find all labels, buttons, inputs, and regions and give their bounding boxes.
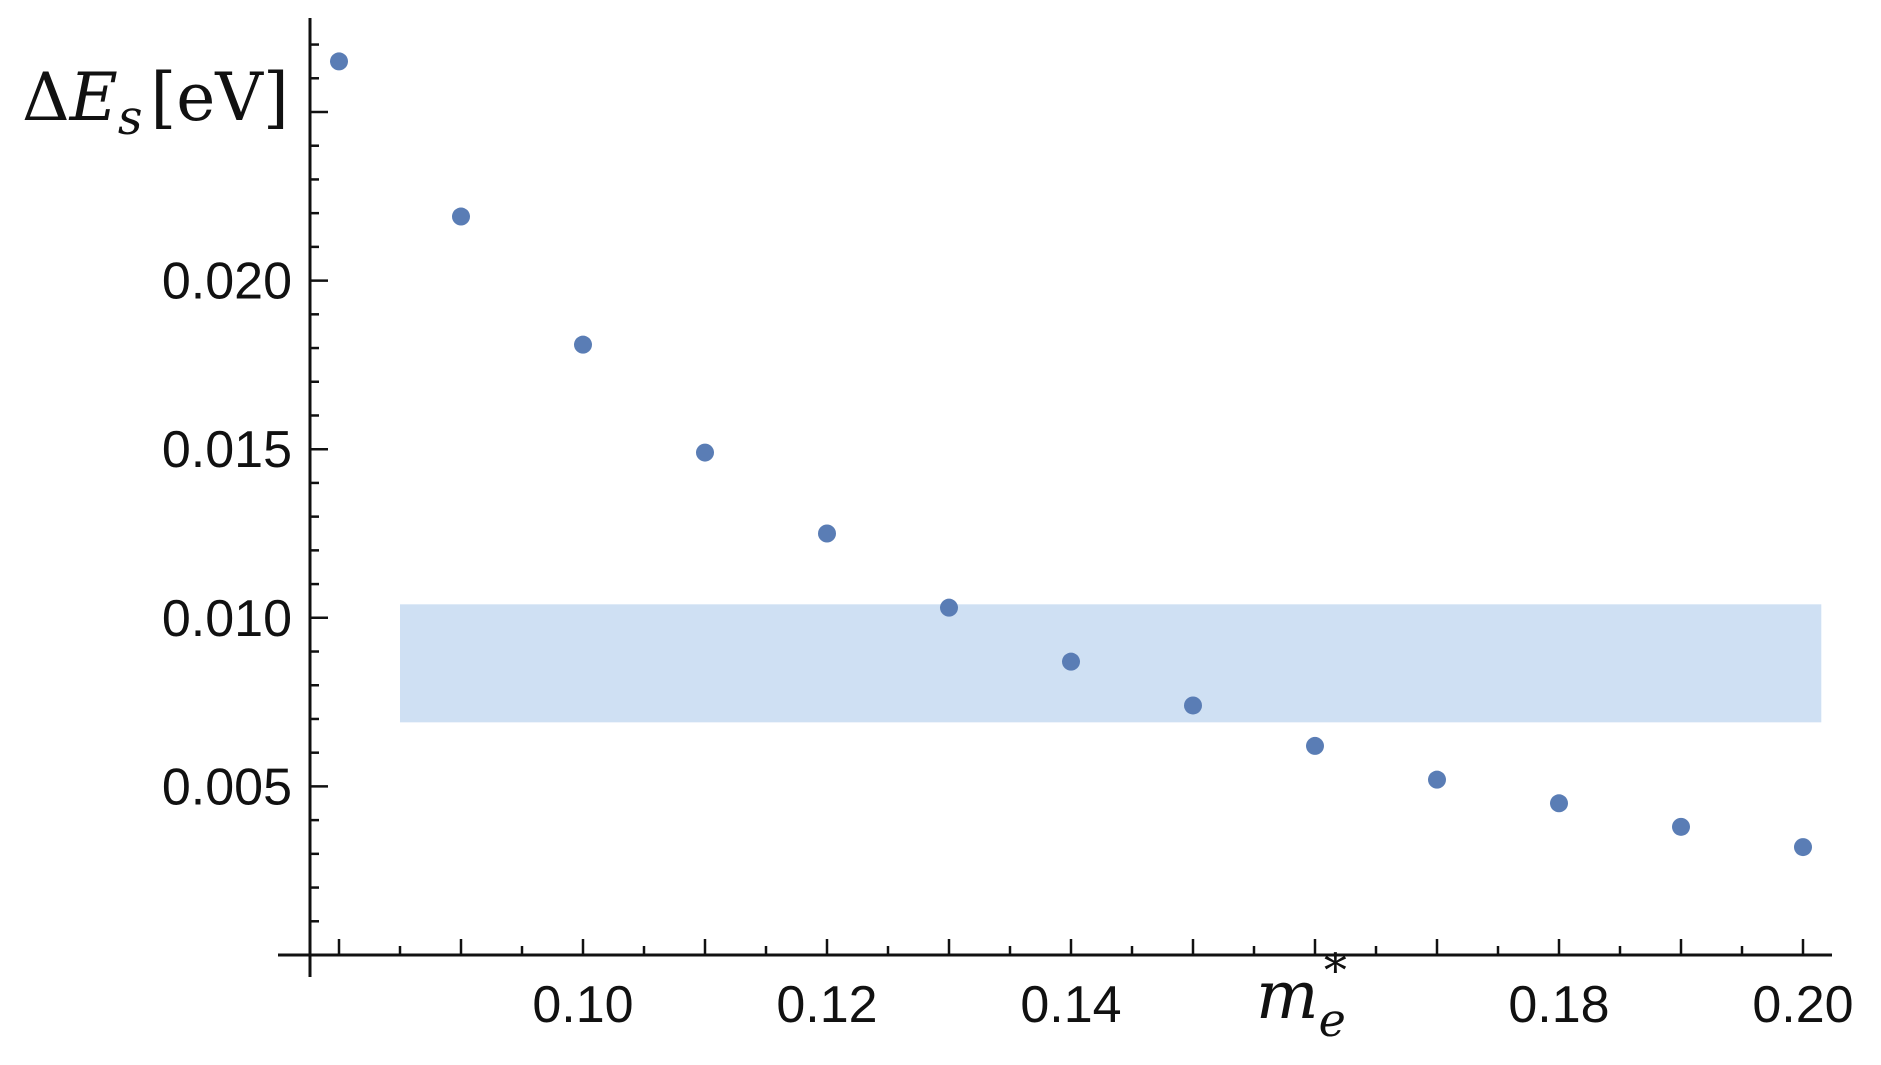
data-point xyxy=(1062,652,1080,671)
x-tick-label: 0.12 xyxy=(776,976,877,1034)
data-point xyxy=(574,335,592,354)
data-point xyxy=(940,598,958,617)
data-points xyxy=(330,52,1812,857)
tick-labels: 0.10 0.12 0.14 0.18 0.20 0.005 0.010 0.015 0.020 xyxy=(162,253,1854,1034)
y-tick-label: 0.005 xyxy=(162,758,292,816)
y-axis-label: ΔEs [eV] xyxy=(22,59,289,146)
data-point xyxy=(1550,794,1568,813)
highlight-band-layer xyxy=(400,604,1822,723)
data-point xyxy=(696,443,714,462)
y-tick-label: 0.010 xyxy=(162,590,292,648)
data-point xyxy=(1428,770,1446,789)
data-point xyxy=(452,207,470,226)
highlight-band xyxy=(400,604,1822,723)
data-point xyxy=(1184,696,1202,715)
x-tick-label: 0.10 xyxy=(532,976,633,1034)
y-tick-label: 0.020 xyxy=(162,253,292,311)
data-point xyxy=(818,524,836,543)
data-point xyxy=(1672,817,1690,836)
x-tick-label: 0.14 xyxy=(1020,976,1121,1034)
data-point xyxy=(1306,736,1324,755)
x-tick-label: 0.20 xyxy=(1752,976,1853,1034)
data-point xyxy=(1794,838,1812,857)
y-tick-label: 0.015 xyxy=(162,421,292,479)
data-point xyxy=(330,52,348,71)
axes xyxy=(278,18,1832,977)
x-tick-label: 0.18 xyxy=(1508,976,1609,1034)
x-axis-label: me* xyxy=(1256,943,1347,1047)
